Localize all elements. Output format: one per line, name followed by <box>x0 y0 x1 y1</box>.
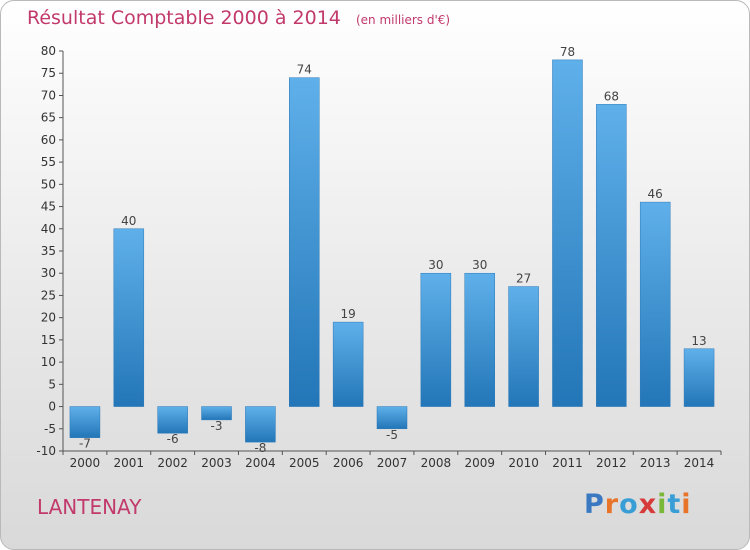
chart-axes: -10 -5 0 5 10 15 20 25 30 35 40 45 50 55 60 65 70 75 80 200… <box>36 44 722 470</box>
proxiti-logo: Proxiti <box>584 489 692 520</box>
bar-2012 <box>596 104 627 407</box>
place-name: LANTENAY <box>37 495 142 519</box>
y-tick-label: 75 <box>41 66 56 80</box>
x-tick-label: 2014 <box>684 456 715 470</box>
y-tick-label: 20 <box>41 311 56 325</box>
y-tick-label: 35 <box>41 244 56 258</box>
y-tick-label: 70 <box>41 88 56 102</box>
chart-title: Résultat Comptable 2000 à 2014 (en milli… <box>27 7 450 29</box>
bar-2011 <box>552 59 583 407</box>
x-tick-label: 2001 <box>114 456 145 470</box>
bar-2007 <box>376 406 408 430</box>
bar-2006 <box>332 321 364 407</box>
bar-2014 <box>683 348 715 407</box>
data-label-2013: 46 <box>648 187 663 201</box>
y-tick-label: 0 <box>48 400 56 414</box>
y-tick-label: -10 <box>36 444 56 458</box>
data-label-2003: -3 <box>211 419 223 433</box>
chart-subtitle: (en milliers d'€) <box>355 13 451 27</box>
y-tick-label: 60 <box>41 133 56 147</box>
bar-2001 <box>113 228 145 407</box>
logo-letter: i <box>657 489 668 520</box>
data-label-2006: 19 <box>340 307 355 321</box>
x-tick-label: 2006 <box>333 456 364 470</box>
x-tick-label: 2013 <box>640 456 671 470</box>
bar-2013 <box>639 201 671 407</box>
y-tick-label: 15 <box>41 333 56 347</box>
bar-2010 <box>508 286 539 407</box>
logo-letter: i <box>681 489 692 520</box>
logo-letter: r <box>604 489 620 520</box>
bar-2005 <box>289 77 320 407</box>
y-tick-label: 5 <box>48 377 56 391</box>
y-tick-label: -5 <box>44 422 56 436</box>
logo-letter: x <box>638 489 658 520</box>
x-tick-label: 2010 <box>508 456 539 470</box>
y-tick-label: 80 <box>41 44 56 58</box>
data-label-2004: -8 <box>254 441 266 455</box>
y-tick-label: 45 <box>41 200 56 214</box>
data-label-2009: 30 <box>472 258 487 272</box>
chart-data-labels: -7 40 -6 -3 -8 74 19 -5 30 30 27 78 68 46 13 <box>79 45 707 455</box>
x-tick-label: 2003 <box>201 456 232 470</box>
x-tick-label: 2008 <box>421 456 452 470</box>
x-tick-label: 2005 <box>289 456 320 470</box>
y-tick-label: 55 <box>41 155 56 169</box>
logo-letter: t <box>667 489 682 520</box>
x-tick-label: 2012 <box>596 456 627 470</box>
y-tick-label: 30 <box>41 266 56 280</box>
data-label-2001: 40 <box>121 214 136 228</box>
data-label-2007: -5 <box>386 428 398 442</box>
x-tick-label: 2009 <box>464 456 495 470</box>
y-tick-label: 10 <box>41 355 56 369</box>
chart-bars <box>69 59 715 443</box>
data-label-2012: 68 <box>604 89 619 103</box>
logo-letter: P <box>584 489 605 520</box>
bar-2009 <box>464 272 495 407</box>
data-label-2005: 74 <box>297 63 312 77</box>
data-label-2000: -7 <box>79 437 91 451</box>
data-label-2002: -6 <box>167 432 179 446</box>
x-tick-label: 2002 <box>157 456 188 470</box>
bar-2008 <box>420 272 452 407</box>
y-tick-label: 25 <box>41 288 56 302</box>
chart-title-main: Résultat Comptable 2000 à 2014 <box>27 7 341 29</box>
bar-2000 <box>69 406 101 438</box>
x-tick-label: 2004 <box>245 456 276 470</box>
y-tick-label: 40 <box>41 222 56 236</box>
bar-2002 <box>157 406 188 434</box>
x-tick-label: 2011 <box>552 456 583 470</box>
x-tick-label: 2007 <box>377 456 408 470</box>
y-tick-label: 65 <box>41 111 56 125</box>
x-tick-label: 2000 <box>70 456 101 470</box>
data-label-2008: 30 <box>428 258 443 272</box>
bar-2004 <box>245 406 276 443</box>
data-label-2010: 27 <box>516 272 531 286</box>
logo-letter: o <box>619 489 639 520</box>
y-tick-label: 50 <box>41 177 56 191</box>
bar-2003 <box>201 406 232 421</box>
data-label-2011: 78 <box>560 45 575 59</box>
data-label-2014: 13 <box>691 334 706 348</box>
